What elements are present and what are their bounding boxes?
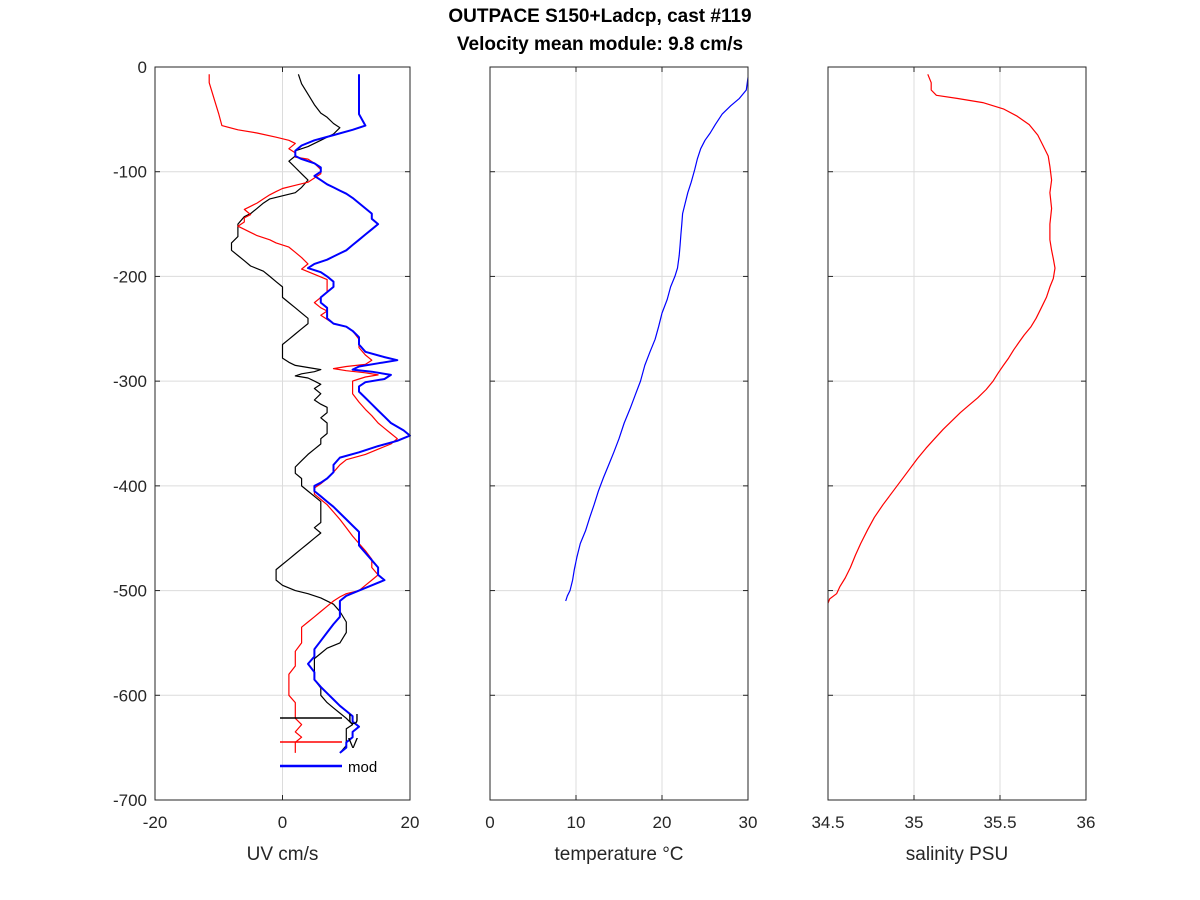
x-tick-label: 0 — [485, 813, 494, 832]
x-tick-label: 20 — [653, 813, 672, 832]
x-tick-label: -20 — [143, 813, 168, 832]
panel-temperature: 0 10 20 30 temperature °C — [485, 66, 758, 865]
x-tick-label: 10 — [567, 813, 586, 832]
x-tick-label: 20 — [401, 813, 420, 832]
x-axis-label: UV cm/s — [247, 844, 319, 865]
x-tick-label: 0 — [278, 813, 287, 832]
axes-box — [489, 66, 749, 801]
chart-title-line2: Velocity mean module: 9.8 cm/s — [456, 34, 744, 55]
y-tick-label: -700 — [113, 791, 147, 810]
legend-label-v: V — [348, 735, 358, 752]
panel-salinity: 34.5 35 35.5 36 salinity PSU — [811, 66, 1096, 865]
x-tick-label: 35 — [905, 813, 924, 832]
x-tick-label: 35.5 — [983, 813, 1016, 832]
axes-box — [827, 66, 1087, 801]
legend-label-mod: mod — [348, 759, 377, 776]
x-axis-label: temperature °C — [554, 844, 683, 865]
chart-title-line1: OUTPACE S150+Ladcp, cast #119 — [448, 6, 752, 27]
legend-label-u: U — [348, 711, 359, 728]
x-tick-label: 30 — [739, 813, 758, 832]
series-line-u — [230, 74, 354, 754]
y-tick-label: -200 — [113, 267, 147, 286]
y-tick-label: -100 — [113, 163, 147, 182]
series-line-salinity-0 — [827, 74, 1056, 604]
x-tick-label: 34.5 — [811, 813, 844, 832]
y-tick-label: 0 — [138, 58, 147, 77]
x-axis-label: salinity PSU — [906, 844, 1008, 865]
y-tick-label: -500 — [113, 582, 147, 601]
y-tick-label: -600 — [113, 686, 147, 705]
x-tick-label: 36 — [1077, 813, 1096, 832]
series-line-mod — [294, 74, 411, 754]
series-line-v — [208, 74, 398, 753]
y-tick-label: -300 — [113, 372, 147, 391]
series-line-temperature-0 — [565, 77, 749, 602]
y-tick-label: -400 — [113, 477, 147, 496]
